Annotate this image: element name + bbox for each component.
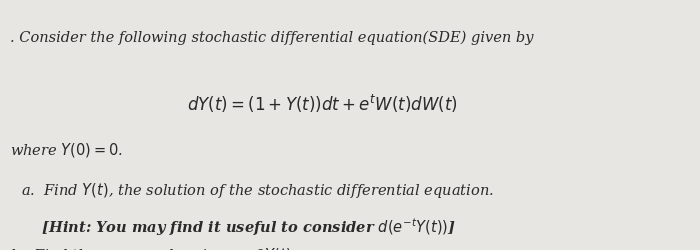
Text: $dY(t) = (1 + Y(t))dt + e^{t}W(t)dW(t)$: $dY(t) = (1 + Y(t))dt + e^{t}W(t)dW(t)$ bbox=[187, 92, 457, 114]
Text: . Consider the following stochastic differential equation(SDE) given by: . Consider the following stochastic diff… bbox=[10, 30, 534, 44]
Text: where $Y(0) = 0$.: where $Y(0) = 0$. bbox=[10, 140, 124, 158]
Text: a.  Find $Y(t)$, the solution of the stochastic differential equation.: a. Find $Y(t)$, the solution of the stoc… bbox=[21, 180, 494, 199]
Text: b.  Find the mean and variance of $Y(t)$.: b. Find the mean and variance of $Y(t)$. bbox=[10, 245, 297, 250]
Text: [Hint: You may find it useful to consider $d(e^{-t}Y(t))$]: [Hint: You may find it useful to conside… bbox=[21, 215, 456, 236]
